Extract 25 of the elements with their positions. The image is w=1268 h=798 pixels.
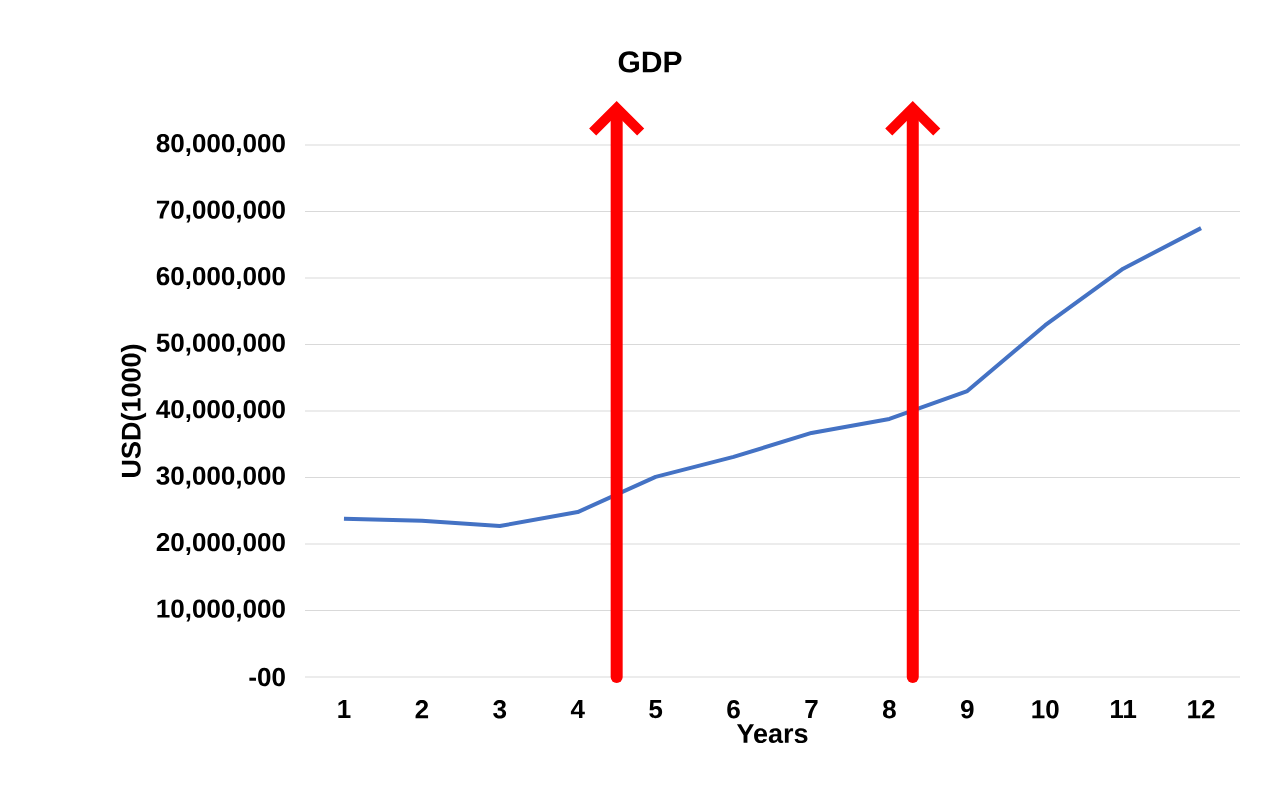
x-axis-title: Years [736, 724, 808, 744]
x-tick-label: 8 [882, 700, 896, 719]
y-tick-label: 20,000,000 [156, 532, 285, 556]
x-tick-label: 7 [805, 700, 818, 718]
y-tick-label: 30,000,000 [156, 466, 285, 489]
x-tick-label: 5 [649, 700, 663, 719]
x-tick-label: 12 [1188, 700, 1215, 719]
x-tick-label: 2 [415, 700, 429, 719]
y-axis-title: USD(1000) [120, 344, 147, 477]
x-tick-label: 4 [570, 700, 585, 718]
x-tick-label: 6 [727, 700, 740, 719]
x-tick-label: 3 [493, 700, 507, 719]
chart-title: GDP [618, 51, 682, 73]
y-tick-label: 40,000,000 [156, 399, 285, 423]
y-tick-label: -00 [249, 667, 285, 687]
x-tick-label: 11 [1111, 700, 1137, 718]
y-tick-label: 80,000,000 [156, 133, 285, 157]
y-tick-label: 10,000,000 [157, 599, 285, 622]
y-tick-label: 70,000,000 [156, 200, 285, 223]
x-tick-label: 10 [1032, 700, 1059, 719]
x-tick-label: 1 [338, 700, 351, 718]
y-tick-label: 50,000,000 [156, 333, 285, 356]
line-series [341, 226, 1204, 529]
y-tick-label: 60,000,000 [156, 266, 285, 290]
x-tick-label: 9 [960, 700, 974, 719]
